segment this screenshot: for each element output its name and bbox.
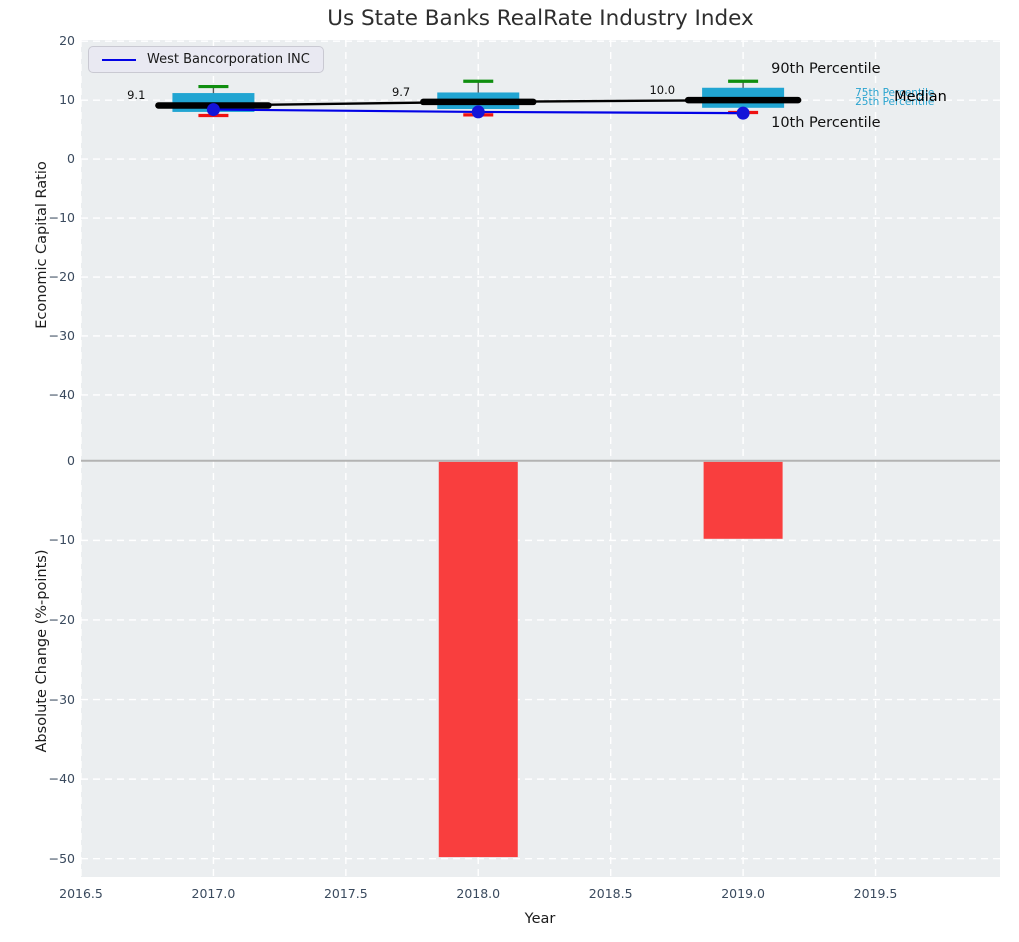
- x-tick-label: 2016.5: [59, 886, 103, 901]
- top-y-tick-label: −30: [48, 327, 75, 343]
- bottom-panel: [81, 425, 1000, 877]
- x-tick-label: 2019.5: [853, 886, 898, 901]
- median-value-label: 10.0: [649, 83, 676, 98]
- median-value-label: 9.7: [391, 84, 411, 99]
- panel-background: [81, 425, 1000, 877]
- bar-chart: [81, 425, 1000, 877]
- x-tick-label: 2017.5: [323, 886, 368, 901]
- annotation-10th-percentile: 10th Percentile: [771, 114, 881, 131]
- x-tick-label: 2019.0: [721, 886, 765, 901]
- chart-title: Us State Banks RealRate Industry Index: [327, 6, 754, 31]
- annotation-25th-percentile: 25th Percentile: [855, 96, 935, 109]
- annotation-median: Median: [894, 89, 947, 106]
- x-tick-label: 2017.0: [191, 886, 236, 901]
- top-y-tick-label: −40: [48, 386, 75, 402]
- x-tick-label: 2018.0: [456, 886, 501, 901]
- legend-line-sample: [102, 58, 136, 61]
- bottom-y-tick-label: −10: [48, 532, 75, 548]
- boxplot-chart: [81, 40, 1000, 425]
- top-y-tick-label: −10: [48, 210, 75, 226]
- x-axis-label: Year: [524, 911, 556, 927]
- top-y-tick-label: 20: [59, 33, 75, 49]
- bottom-y-tick-label: −20: [48, 611, 75, 627]
- company-point: [736, 106, 750, 120]
- top-y-axis-label: Economic Capital Ratio: [34, 161, 50, 329]
- annotation-90th-percentile: 90th Percentile: [771, 61, 881, 78]
- company-point: [471, 105, 485, 119]
- legend-series-label: West Bancorporation INC: [147, 52, 310, 67]
- top-panel: [81, 40, 1000, 425]
- top-y-tick-label: 10: [59, 92, 75, 108]
- bar-2019: [703, 461, 783, 539]
- bottom-y-tick-label: −40: [48, 771, 75, 787]
- bottom-y-tick-label: −50: [48, 850, 75, 866]
- bottom-y-tick-label: −30: [48, 691, 75, 707]
- annotation-75th-percentile: 75th Percentile: [855, 86, 935, 99]
- bar-2018: [438, 461, 518, 858]
- bottom-y-tick-label: 0: [67, 452, 75, 468]
- median-value-label: 9.1: [127, 88, 146, 103]
- legend: West Bancorporation INC: [88, 46, 324, 73]
- top-y-tick-label: 0: [67, 151, 75, 167]
- x-tick-label: 2018.5: [588, 886, 633, 901]
- top-y-tick-label: −20: [48, 269, 75, 284]
- company-point: [206, 103, 220, 117]
